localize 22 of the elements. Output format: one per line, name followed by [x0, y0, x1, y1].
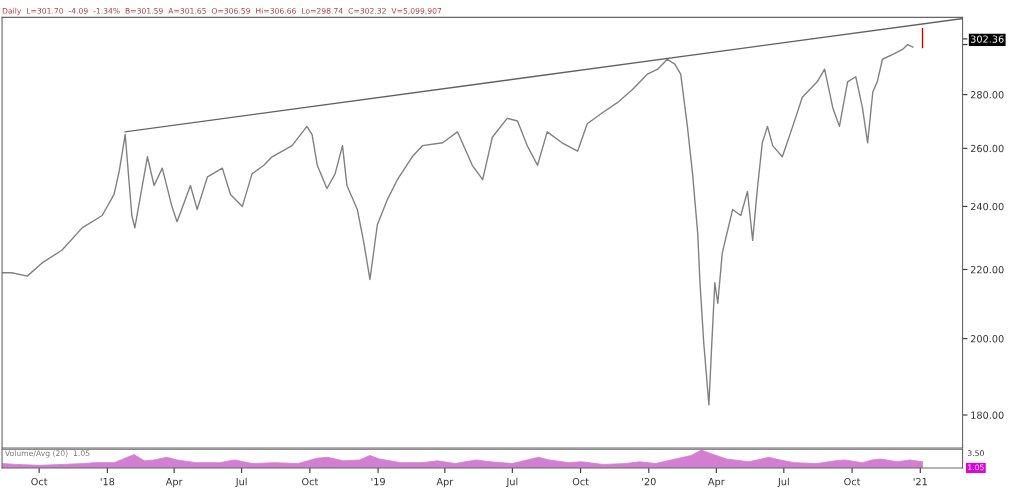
y-tick-label: 180.00 [971, 411, 1004, 419]
x-tick-label: Oct [572, 477, 589, 486]
y-tick-label: 240.00 [970, 202, 1004, 211]
y-tick-label: 280.00 [970, 91, 1004, 99]
y-tick-label: 200.00 [970, 335, 1004, 343]
x-tick-label: Apr [436, 478, 454, 488]
y-tick-label: 302.36 [970, 35, 1004, 43]
x-tick-label: '19 [371, 477, 385, 486]
x-tick-label: '18 [100, 477, 115, 486]
x-tick-label: Oct [302, 477, 319, 486]
x-tick-label: Oct [844, 477, 861, 486]
y-tick-label: 260.00 [970, 144, 1004, 153]
x-tick-label: '20 [642, 477, 656, 486]
x-tick-label: Jul [505, 477, 518, 488]
x-tick-label: Jul [235, 477, 247, 488]
x-tick-label: Jul [777, 477, 789, 488]
line-series [2, 43, 914, 406]
y-tick-label: 220.00 [970, 265, 1004, 274]
x-tick-label: Apr [707, 478, 725, 488]
x-tick-label: Oct [31, 477, 48, 486]
x-tick-label: Apr [165, 478, 183, 488]
x-tick-label: '21 [913, 477, 927, 486]
